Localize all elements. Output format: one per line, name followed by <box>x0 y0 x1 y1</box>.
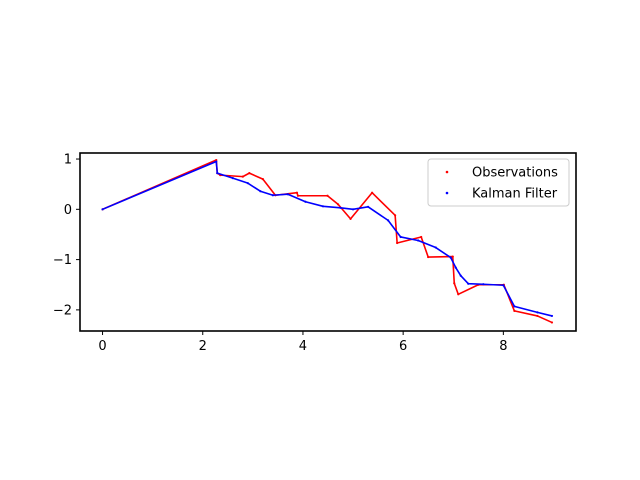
data-point-1-18 <box>454 266 457 269</box>
data-point-1-6 <box>271 194 274 197</box>
plot-area <box>79 152 577 332</box>
data-point-1-17 <box>449 256 452 259</box>
data-point-0-9 <box>296 194 300 197</box>
data-point-1-13 <box>387 219 390 222</box>
data-point-1-7 <box>286 193 290 196</box>
data-point-1-25 <box>550 314 554 318</box>
x-tick-label-1: 2 <box>199 339 207 354</box>
data-point-1-22 <box>502 284 505 287</box>
data-point-1-2 <box>216 172 219 175</box>
data-point-1-11 <box>351 208 355 211</box>
legend-marker-1 <box>445 191 449 195</box>
data-point-1-19 <box>459 274 462 277</box>
data-point-0-25 <box>550 321 554 324</box>
y-tick-label-1: 0 <box>64 203 72 218</box>
y-tick-label-0: 1 <box>64 153 72 168</box>
data-point-0-5 <box>248 172 251 175</box>
legend: Observations Kalman Filter <box>427 158 570 207</box>
data-point-1-24 <box>536 311 539 314</box>
data-point-0-12 <box>349 217 352 220</box>
x-tick-label-3: 6 <box>399 339 407 354</box>
data-point-1-20 <box>467 282 470 285</box>
data-point-1-16 <box>434 246 437 249</box>
y-tick-label-3: −2 <box>53 303 72 318</box>
data-point-0-20 <box>457 293 460 296</box>
data-point-0-24 <box>536 314 539 318</box>
x-tick-label-4: 8 <box>499 339 507 354</box>
series-layer <box>101 158 554 324</box>
data-point-1-3 <box>231 177 234 180</box>
data-point-1-10 <box>339 206 342 209</box>
series-line-0 <box>102 159 553 324</box>
data-point-1-23 <box>513 305 516 308</box>
x-tick-label-2: 4 <box>299 339 307 354</box>
data-point-0-23 <box>513 309 516 312</box>
data-point-1-8 <box>304 200 307 203</box>
data-point-0-17 <box>427 255 430 259</box>
data-point-0-19 <box>453 282 456 285</box>
data-point-0-11 <box>336 203 340 206</box>
y-tick-label-2: −1 <box>53 253 72 268</box>
data-point-0-14 <box>394 214 397 217</box>
series-line-1 <box>102 160 553 317</box>
data-point-1-9 <box>321 205 325 208</box>
x-tick-label-0: 0 <box>98 339 106 354</box>
data-point-0-16 <box>420 235 423 239</box>
legend-label-0: Observations <box>472 166 558 181</box>
data-point-1-12 <box>366 205 370 208</box>
data-point-0-4 <box>241 175 244 178</box>
data-point-0-15 <box>396 241 399 245</box>
data-point-1-4 <box>246 182 249 185</box>
data-point-1-0 <box>101 208 104 211</box>
legend-entries: Observations Kalman Filter <box>445 166 558 202</box>
legend-label-1: Kalman Filter <box>472 187 558 202</box>
data-point-1-1 <box>215 160 218 163</box>
data-point-1-15 <box>417 239 420 242</box>
y-axis: 1 0 −1 −2 <box>53 153 80 318</box>
data-point-0-8 <box>295 191 299 194</box>
data-point-0-1 <box>215 158 218 162</box>
axes-frame <box>79 152 577 332</box>
data-point-0-10 <box>326 194 329 197</box>
data-point-1-5 <box>259 190 262 193</box>
data-point-0-13 <box>370 191 374 194</box>
data-point-1-14 <box>399 235 402 239</box>
x-axis: 0 2 4 6 8 <box>98 331 507 354</box>
data-point-1-21 <box>482 283 485 286</box>
data-point-0-6 <box>261 178 264 181</box>
legend-box <box>427 158 570 207</box>
legend-marker-0 <box>445 170 449 174</box>
data-point-0-18 <box>451 255 454 258</box>
